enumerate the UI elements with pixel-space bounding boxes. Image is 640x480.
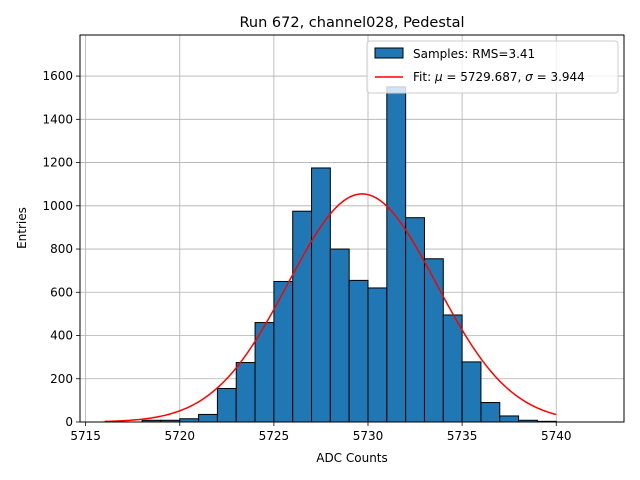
histogram-bar — [367, 287, 388, 423]
histogram-bar — [292, 210, 313, 423]
x-axis-label: ADC Counts — [316, 451, 388, 465]
y-tick-label: 800 — [50, 242, 73, 256]
histogram-bar — [499, 415, 520, 423]
y-tick-label: 400 — [50, 329, 73, 343]
histogram-bar — [480, 402, 501, 423]
histogram-bar — [442, 314, 463, 423]
axis-ticks: 5715 5720 5725 5730 5735 5740 0 200 400 600 800 100… — [42, 69, 571, 443]
x-tick-label: 5740 — [541, 429, 572, 443]
legend-box — [366, 40, 619, 94]
legend-samples-swatch — [374, 47, 404, 59]
y-axis-label: Entries — [15, 207, 29, 249]
histogram-bar — [461, 361, 482, 423]
y-tick-label: 200 — [50, 372, 73, 386]
y-tick-label: 0 — [65, 415, 73, 429]
histogram-bar — [198, 413, 218, 423]
y-tick-label: 1000 — [42, 199, 73, 213]
histogram-bar — [311, 167, 331, 423]
y-tick-label: 1600 — [42, 69, 73, 83]
y-tick-label: 1200 — [42, 156, 73, 170]
legend-fit-sigma-value: = 3.944 — [533, 70, 585, 84]
legend-samples-label: Samples: RMS=3.41 — [413, 47, 535, 61]
histogram-bar — [235, 362, 256, 423]
legend-fit-label: Fit: μ = 5729.687, σ = 3.944 — [413, 70, 585, 84]
legend-fit-mu-value: = 5729.687, — [443, 70, 526, 84]
histogram-bar — [386, 86, 407, 423]
fit-curve-group — [104, 193, 557, 423]
y-tick-label: 1400 — [42, 112, 73, 126]
x-tick-label: 5715 — [70, 429, 101, 443]
histogram-bars — [141, 86, 557, 423]
legend: Samples: RMS=3.41 Fit: μ = 5729.687, σ =… — [366, 40, 619, 94]
legend-fit-sigma-symbol: σ — [525, 70, 533, 84]
plot-frame — [79, 34, 625, 423]
histogram-bar — [423, 258, 444, 423]
x-tick-label: 5725 — [259, 429, 290, 443]
y-tick-label: 600 — [50, 285, 73, 299]
x-tick-label: 5720 — [164, 429, 195, 443]
fit-curve — [104, 193, 557, 423]
histogram-bar — [273, 280, 294, 423]
x-tick-label: 5730 — [353, 429, 384, 443]
histogram-bar — [216, 387, 237, 423]
x-tick-label: 5735 — [447, 429, 478, 443]
histogram-bar — [329, 248, 350, 423]
legend-fit-prefix: Fit: — [413, 70, 435, 84]
histogram-bar — [348, 279, 369, 423]
histogram-bar — [405, 217, 425, 423]
chart-title: Run 672, channel028, Pedestal — [239, 15, 464, 31]
legend-fit-mu-symbol: μ — [434, 70, 443, 84]
